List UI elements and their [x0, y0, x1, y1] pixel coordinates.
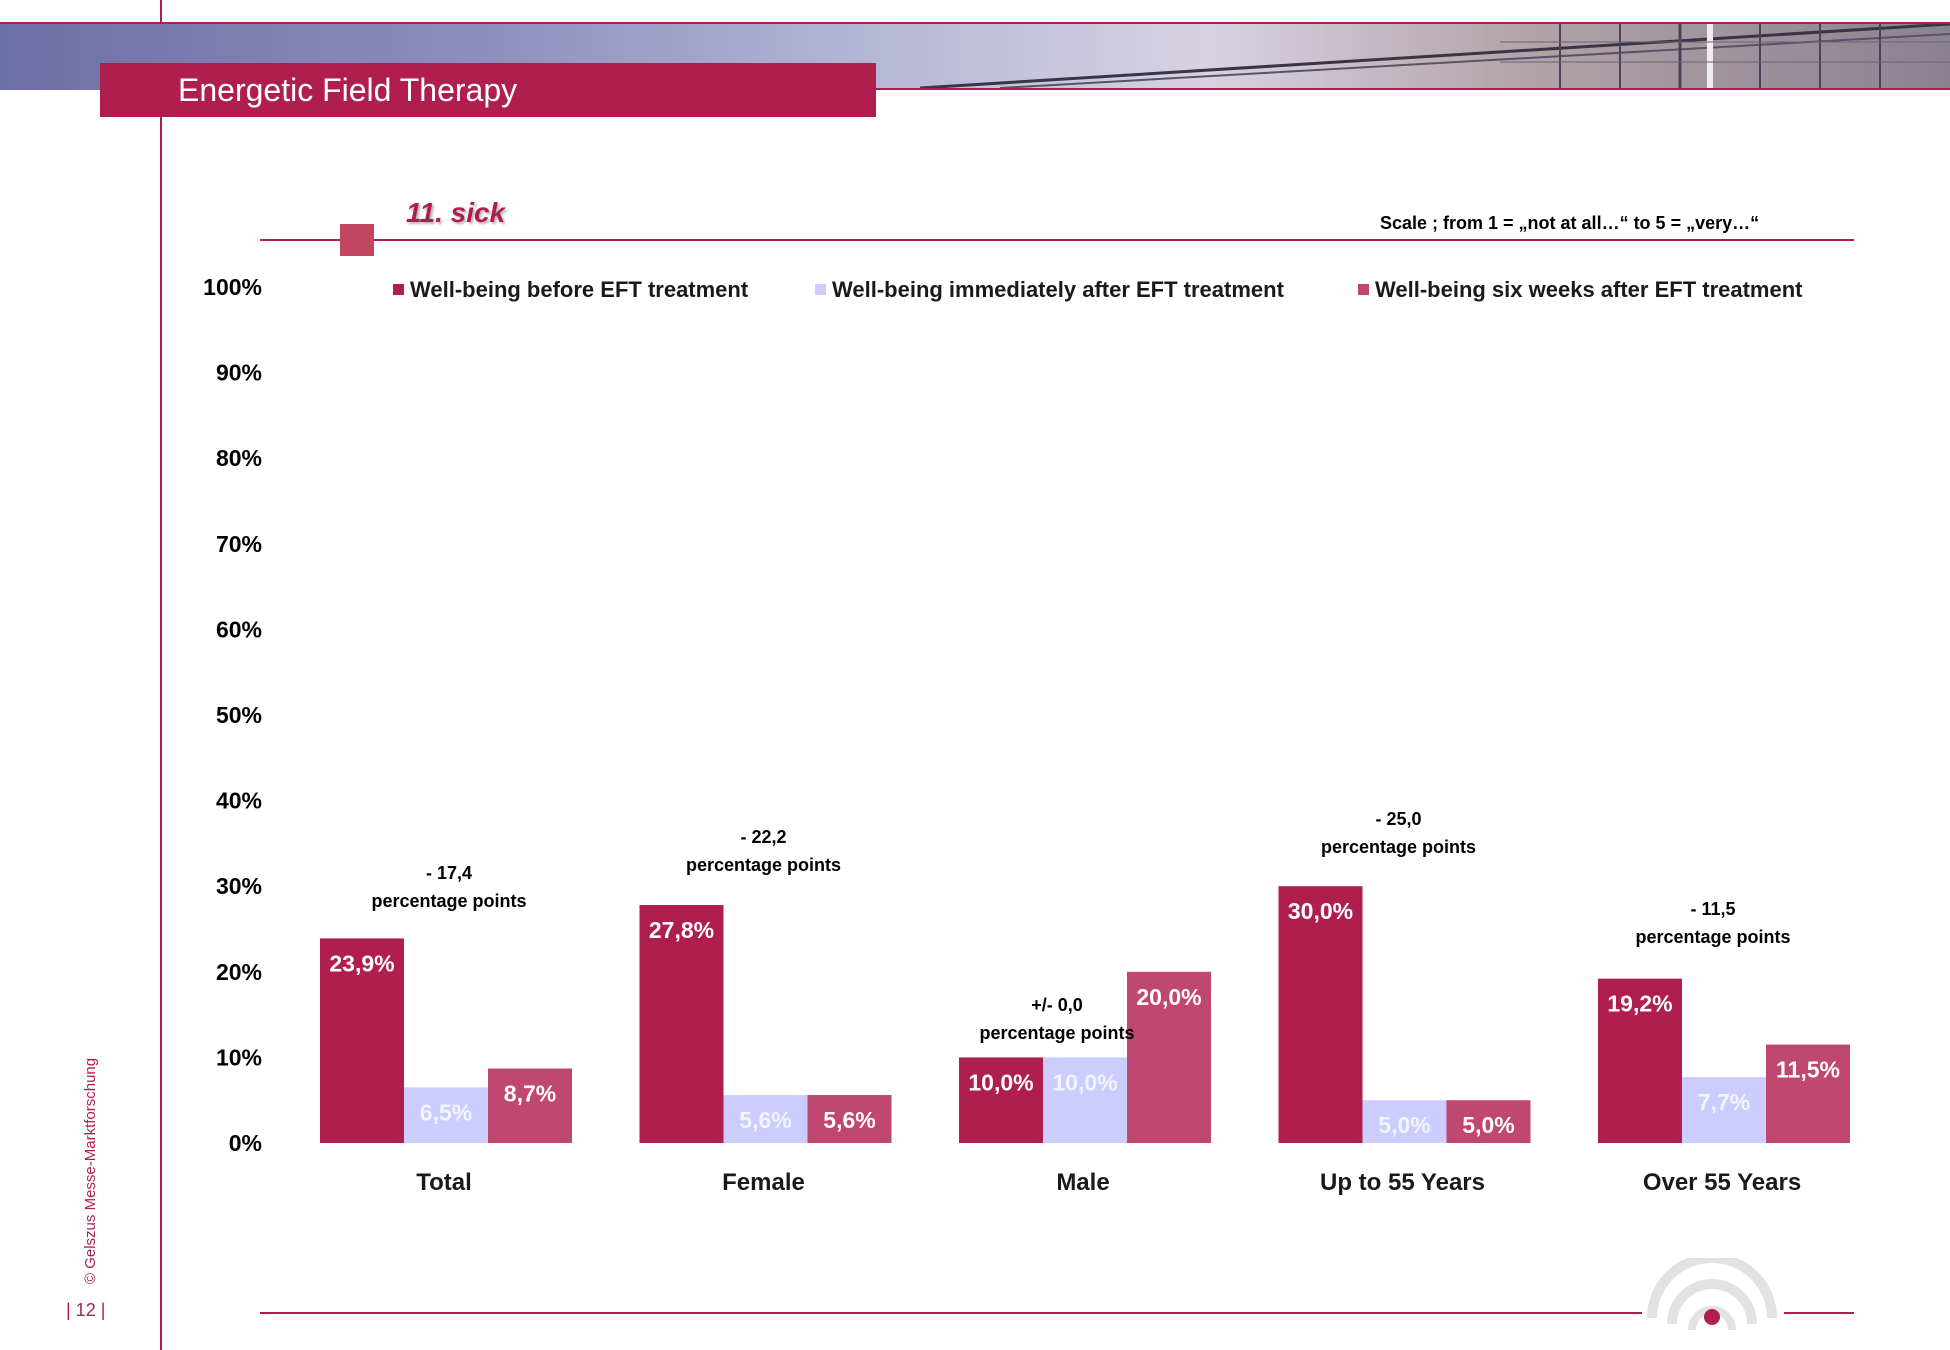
bar-value-label: 23,9% — [329, 950, 394, 976]
bar — [723, 1095, 808, 1143]
annotation-unit: percentage points — [686, 855, 841, 875]
y-tick-label: 30% — [216, 873, 262, 899]
annotation-value: - 25,0 — [1375, 809, 1421, 829]
annotation-unit: percentage points — [371, 891, 526, 911]
bar — [1362, 1100, 1447, 1143]
y-tick-label: 0% — [229, 1130, 262, 1156]
annotation-unit: percentage points — [1635, 927, 1790, 947]
bar-value-label: 7,7% — [1698, 1089, 1750, 1115]
y-tick-label: 60% — [216, 616, 262, 642]
legend-swatch — [815, 284, 826, 295]
annotation-value: - 17,4 — [426, 863, 472, 883]
x-category-label: Up to 55 Years — [1320, 1169, 1485, 1196]
bar — [1598, 978, 1682, 1143]
y-tick-label: 40% — [216, 788, 262, 814]
banner-top-line — [0, 22, 1950, 24]
left-accent-line — [160, 0, 162, 1350]
bar-value-label: 19,2% — [1607, 991, 1672, 1017]
x-category-label: Male — [1056, 1169, 1109, 1196]
bar-value-label: 27,8% — [649, 917, 714, 943]
bar — [1043, 1057, 1127, 1143]
scale-note: Scale ; from 1 = „not at all…“ to 5 = „v… — [1380, 213, 1760, 233]
subtitle-marker — [340, 224, 374, 256]
footer-line-right — [1784, 1312, 1854, 1314]
bar-value-label: 11,5% — [1776, 1057, 1840, 1083]
bar — [807, 1095, 892, 1143]
bar — [1127, 971, 1211, 1143]
copyright-credit: © Gelszus Messe-Marktforschung — [82, 1057, 99, 1284]
bar-value-label: 6,5% — [420, 1099, 472, 1125]
annotation-unit: percentage points — [1321, 837, 1476, 857]
bar — [320, 938, 404, 1143]
bar — [959, 1057, 1043, 1143]
bar — [639, 905, 724, 1143]
bar-value-label: 30,0% — [1288, 898, 1353, 924]
y-tick-label: 100% — [203, 274, 262, 300]
company-logo-icon — [1647, 1258, 1777, 1331]
chart-subtitle: 11. sick — [406, 197, 506, 228]
y-tick-label: 90% — [216, 360, 262, 386]
bar-value-label: 5,0% — [1378, 1112, 1430, 1138]
annotation-value: - 11,5 — [1690, 899, 1735, 919]
bar-value-label: 5,0% — [1462, 1112, 1514, 1138]
bar-value-label: 8,7% — [504, 1081, 556, 1107]
page-title: Energetic Field Therapy — [178, 72, 518, 108]
y-tick-label: 80% — [216, 445, 262, 471]
annotation-value: - 22,2 — [740, 827, 786, 847]
bar — [1766, 1044, 1850, 1143]
x-category-label: Over 55 Years — [1643, 1169, 1801, 1196]
subtitle-divider — [260, 239, 1854, 241]
x-category-label: Total — [416, 1169, 472, 1196]
y-tick-label: 50% — [216, 702, 262, 728]
building-illustration — [919, 22, 1950, 90]
y-tick-label: 70% — [216, 531, 262, 557]
legend-swatch — [393, 284, 404, 295]
bar — [1446, 1100, 1531, 1143]
legend-label: Well-being before EFT treatment — [410, 277, 749, 302]
bar-value-label: 10,0% — [1052, 1069, 1117, 1095]
annotation-value: +/- 0,0 — [1031, 995, 1083, 1015]
footer-line — [260, 1312, 1642, 1314]
legend-swatch — [1358, 284, 1369, 295]
y-tick-label: 10% — [216, 1044, 262, 1070]
bar-value-label: 5,6% — [739, 1107, 791, 1133]
page-title-box: Energetic Field Therapy — [100, 63, 876, 117]
bar-value-label: 5,6% — [823, 1107, 875, 1133]
annotation-unit: percentage points — [979, 1023, 1134, 1043]
bar — [1682, 1077, 1766, 1143]
bar-value-label: 10,0% — [968, 1069, 1033, 1095]
x-category-label: Female — [722, 1169, 805, 1196]
page-number: | 12 | — [66, 1300, 106, 1320]
bar — [404, 1087, 488, 1143]
legend-label: Well-being immediately after EFT treatme… — [832, 277, 1285, 302]
bar — [488, 1068, 572, 1143]
banner-bottom-line — [876, 88, 1950, 90]
bar — [1278, 886, 1363, 1143]
bar-value-label: 20,0% — [1136, 984, 1201, 1010]
legend-label: Well-being six weeks after EFT treatment — [1375, 277, 1803, 302]
y-tick-label: 20% — [216, 959, 262, 985]
